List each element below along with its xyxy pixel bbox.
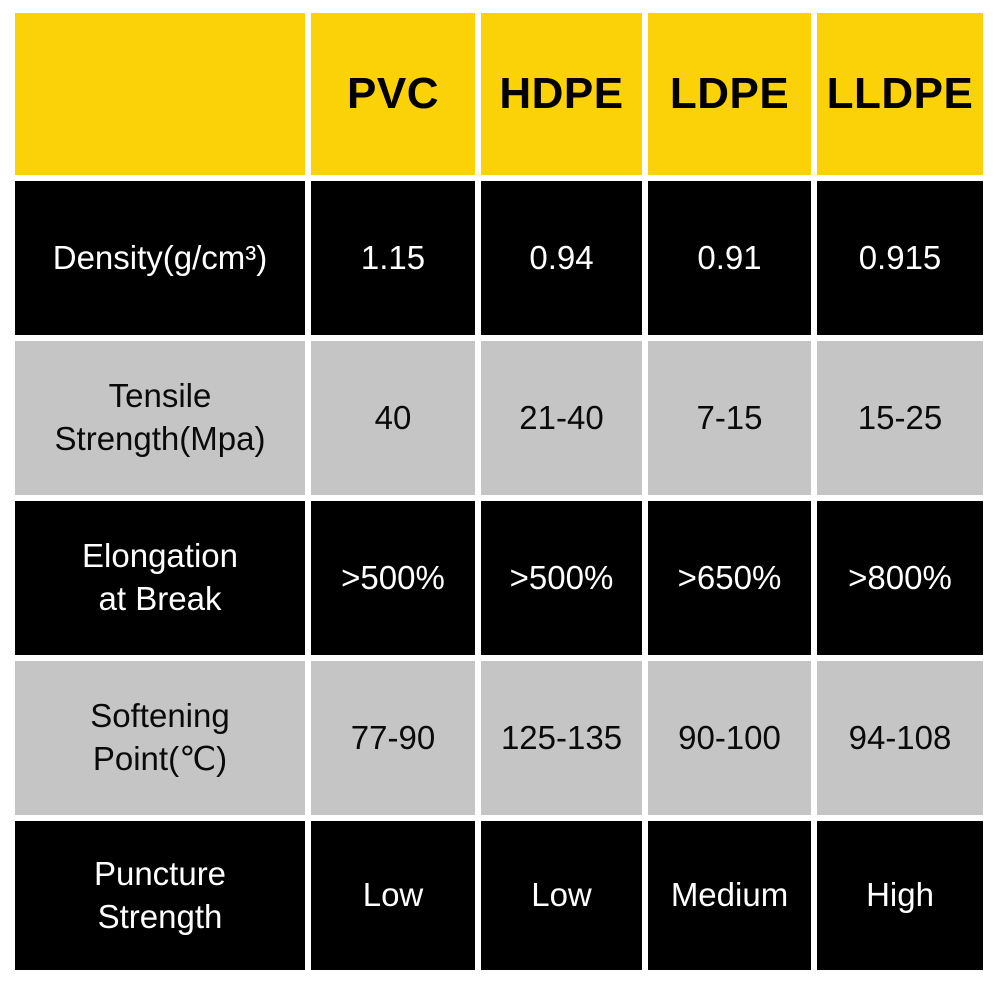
header-cell-lldpe: LLDPE <box>817 13 983 175</box>
cell-density-ldpe: 0.91 <box>648 181 811 335</box>
cell-elongation-lldpe: >800% <box>817 501 983 655</box>
cell-puncture-hdpe: Low <box>481 821 642 970</box>
cell-softening-hdpe: 125-135 <box>481 661 642 815</box>
row-label-softening-point: Softening Point(℃) <box>15 661 305 815</box>
header-cell-hdpe: HDPE <box>481 13 642 175</box>
cell-elongation-ldpe: >650% <box>648 501 811 655</box>
row-label-density: Density(g/cm³) <box>15 181 305 335</box>
cell-tensile-ldpe: 7-15 <box>648 341 811 495</box>
cell-tensile-pvc: 40 <box>311 341 475 495</box>
cell-tensile-hdpe: 21-40 <box>481 341 642 495</box>
header-cell-ldpe: LDPE <box>648 13 811 175</box>
cell-puncture-lldpe: High <box>817 821 983 970</box>
cell-puncture-ldpe: Medium <box>648 821 811 970</box>
cell-puncture-pvc: Low <box>311 821 475 970</box>
cell-softening-lldpe: 94-108 <box>817 661 983 815</box>
cell-elongation-hdpe: >500% <box>481 501 642 655</box>
row-label-tensile-strength: Tensile Strength(Mpa) <box>15 341 305 495</box>
material-comparison-table: PVC HDPE LDPE LLDPE Density(g/cm³) 1.15 … <box>15 13 983 970</box>
cell-softening-ldpe: 90-100 <box>648 661 811 815</box>
header-cell-pvc: PVC <box>311 13 475 175</box>
cell-density-hdpe: 0.94 <box>481 181 642 335</box>
cell-elongation-pvc: >500% <box>311 501 475 655</box>
cell-density-lldpe: 0.915 <box>817 181 983 335</box>
row-label-elongation: Elongation at Break <box>15 501 305 655</box>
cell-tensile-lldpe: 15-25 <box>817 341 983 495</box>
cell-softening-pvc: 77-90 <box>311 661 475 815</box>
row-label-puncture-strength: Puncture Strength <box>15 821 305 970</box>
cell-density-pvc: 1.15 <box>311 181 475 335</box>
header-corner-cell <box>15 13 305 175</box>
